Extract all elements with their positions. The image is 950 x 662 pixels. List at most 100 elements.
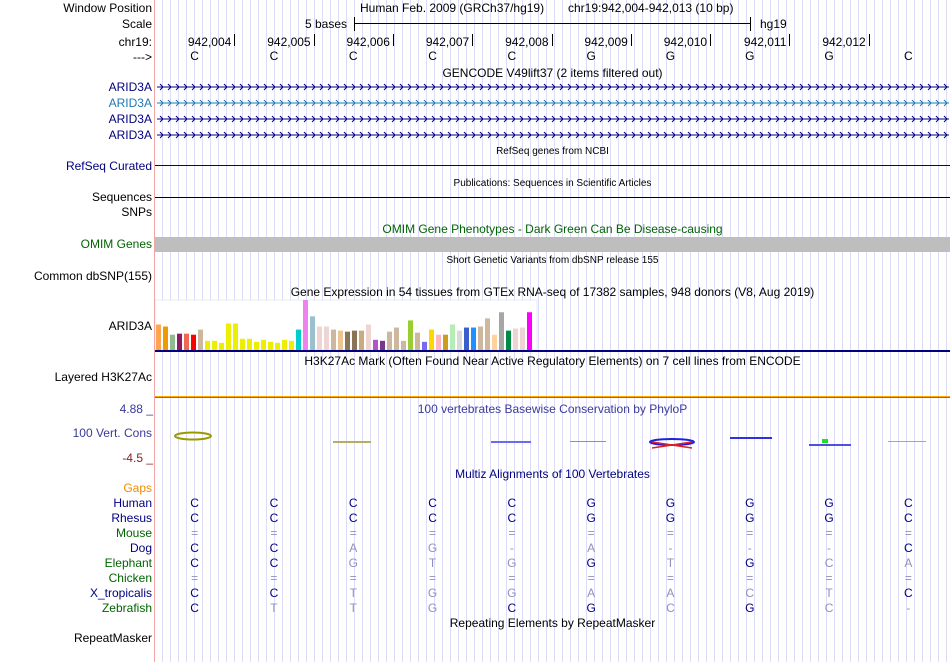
- gtex-bar[interactable]: [184, 333, 189, 350]
- gencode-item-label[interactable]: ARID3A: [108, 96, 152, 110]
- h3k27ac-label[interactable]: Layered H3K27Ac: [54, 370, 152, 384]
- gencode-transcript[interactable]: [157, 130, 949, 140]
- species-label[interactable]: Zebrafish: [101, 601, 152, 615]
- gtex-bar[interactable]: [415, 332, 420, 350]
- species-label[interactable]: Rhesus: [111, 511, 152, 525]
- gtex-bar[interactable]: [436, 334, 441, 350]
- dbsnp-label[interactable]: Common dbSNP(155): [33, 269, 152, 283]
- gtex-bar[interactable]: [317, 326, 322, 350]
- publications-line[interactable]: [155, 197, 950, 198]
- gtex-bar[interactable]: [296, 329, 301, 350]
- aligned-base: G: [427, 586, 438, 600]
- gtex-bar[interactable]: [177, 333, 182, 350]
- gtex-bar[interactable]: [450, 324, 455, 350]
- gtex-bar[interactable]: [506, 330, 511, 350]
- gtex-bar[interactable]: [366, 324, 371, 350]
- gtex-bar[interactable]: [387, 331, 392, 350]
- gtex-bar[interactable]: [191, 334, 196, 350]
- gtex-bar[interactable]: [282, 339, 287, 350]
- gtex-bar[interactable]: [254, 341, 259, 350]
- publications-title[interactable]: Publications: Sequences in Scientific Ar…: [453, 178, 652, 189]
- gtex-bar[interactable]: [247, 338, 252, 350]
- gencode-transcript[interactable]: [157, 114, 949, 124]
- phylop-label[interactable]: 100 Vert. Cons: [72, 426, 152, 440]
- aligned-base: G: [586, 496, 596, 510]
- aligned-base: C: [904, 496, 913, 510]
- gtex-bar[interactable]: [520, 327, 525, 350]
- gtex-bar[interactable]: [240, 338, 245, 350]
- gtex-bar[interactable]: [408, 320, 413, 350]
- gtex-bar[interactable]: [303, 300, 308, 350]
- gtex-chart[interactable]: [155, 298, 950, 354]
- gtex-bar[interactable]: [471, 327, 476, 350]
- gtex-bar[interactable]: [198, 329, 203, 350]
- species-label[interactable]: Human: [113, 496, 152, 510]
- gtex-bar[interactable]: [380, 340, 385, 350]
- gtex-bar[interactable]: [443, 334, 448, 350]
- phylop-graph[interactable]: [155, 420, 950, 460]
- gtex-bar[interactable]: [212, 340, 217, 350]
- gtex-bar[interactable]: [338, 330, 343, 350]
- h3k27ac-title[interactable]: H3K27Ac Mark (Often Found Near Active Re…: [304, 354, 801, 368]
- gtex-bar[interactable]: [205, 340, 210, 350]
- gencode-title[interactable]: GENCODE V49lift37 (2 items filtered out): [442, 66, 663, 80]
- snps-label[interactable]: SNPs: [121, 205, 152, 219]
- gtex-bar[interactable]: [219, 342, 224, 350]
- gtex-bar[interactable]: [492, 334, 497, 350]
- aligned-base: =: [349, 526, 357, 540]
- gtex-bar[interactable]: [499, 312, 504, 350]
- gtex-bar[interactable]: [352, 330, 357, 350]
- gtex-bar[interactable]: [275, 342, 280, 350]
- gtex-bar[interactable]: [268, 341, 273, 350]
- gtex-bar[interactable]: [485, 318, 490, 350]
- repeatmasker-label[interactable]: RepeatMasker: [73, 631, 152, 645]
- gtex-bar[interactable]: [331, 329, 336, 350]
- gtex-title[interactable]: Gene Expression in 54 tissues from GTEx …: [290, 285, 815, 299]
- gencode-item-label[interactable]: ARID3A: [108, 80, 152, 94]
- gtex-bar[interactable]: [429, 329, 434, 350]
- gtex-bar[interactable]: [464, 327, 469, 350]
- omim-title[interactable]: OMIM Gene Phenotypes - Dark Green Can Be…: [382, 222, 723, 236]
- publications-label[interactable]: Sequences: [91, 190, 152, 204]
- aligned-base: C: [190, 541, 199, 555]
- species-label[interactable]: X_tropicalis: [89, 586, 152, 600]
- gtex-bar[interactable]: [310, 316, 315, 350]
- gtex-bar[interactable]: [478, 326, 483, 350]
- gencode-item-label[interactable]: ARID3A: [108, 112, 152, 126]
- gtex-bar[interactable]: [163, 326, 168, 350]
- gaps-label[interactable]: Gaps: [123, 481, 152, 495]
- gtex-bar[interactable]: [422, 341, 427, 350]
- gtex-bar[interactable]: [261, 339, 266, 350]
- gtex-label[interactable]: ARID3A: [108, 319, 152, 333]
- species-label[interactable]: Elephant: [104, 556, 152, 570]
- gencode-item-label[interactable]: ARID3A: [108, 128, 152, 142]
- repeatmasker-title[interactable]: Repeating Elements by RepeatMasker: [449, 616, 656, 630]
- gtex-bar[interactable]: [324, 326, 329, 350]
- gtex-bar[interactable]: [233, 323, 238, 350]
- gtex-bar[interactable]: [513, 328, 518, 350]
- dbsnp-title[interactable]: Short Genetic Variants from dbSNP releas…: [446, 255, 659, 266]
- gtex-bar[interactable]: [359, 330, 364, 350]
- gtex-bar[interactable]: [156, 324, 161, 350]
- gencode-transcript[interactable]: [157, 82, 949, 92]
- phylop-title[interactable]: 100 vertebrates Basewise Conservation by…: [417, 402, 688, 416]
- species-label[interactable]: Dog: [129, 541, 152, 555]
- gtex-bar[interactable]: [289, 340, 294, 350]
- omim-bar[interactable]: [155, 237, 950, 252]
- gtex-bar[interactable]: [527, 312, 532, 350]
- species-label[interactable]: Chicken: [108, 571, 152, 585]
- gtex-bar[interactable]: [170, 334, 175, 350]
- gencode-transcript[interactable]: [157, 98, 949, 108]
- gtex-bar[interactable]: [373, 339, 378, 350]
- omim-label[interactable]: OMIM Genes: [80, 237, 152, 251]
- refseq-label[interactable]: RefSeq Curated: [65, 159, 152, 173]
- gtex-bar[interactable]: [345, 331, 350, 350]
- refseq-line[interactable]: [155, 165, 950, 166]
- gtex-bar[interactable]: [226, 323, 231, 350]
- refseq-title[interactable]: RefSeq genes from NCBI: [496, 146, 609, 157]
- multiz-title[interactable]: Multiz Alignments of 100 Vertebrates: [455, 467, 650, 481]
- gtex-bar[interactable]: [394, 327, 399, 350]
- species-label[interactable]: Mouse: [115, 526, 152, 540]
- gtex-bar[interactable]: [401, 340, 406, 350]
- gtex-bar[interactable]: [457, 330, 462, 350]
